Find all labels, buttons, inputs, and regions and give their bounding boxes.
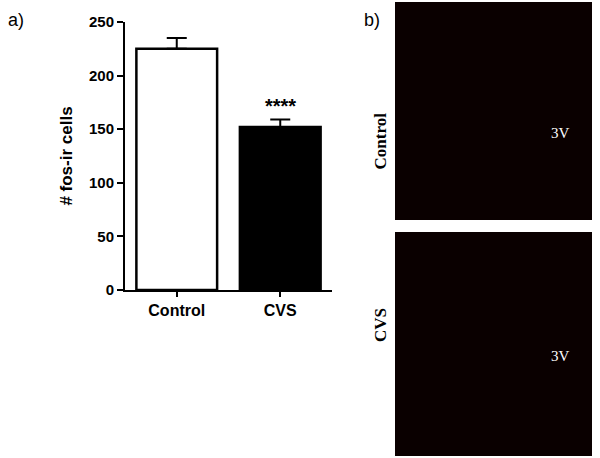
svg-text:b): b) (364, 10, 380, 30)
svg-text:50: 50 (97, 228, 114, 245)
svg-text:0: 0 (106, 281, 114, 298)
svg-text:Control: Control (371, 113, 390, 170)
svg-text:CVS: CVS (264, 302, 297, 319)
svg-text:****: **** (265, 95, 296, 117)
svg-text:200: 200 (89, 67, 114, 84)
svg-text:100: 100 (89, 174, 114, 191)
svg-text:Control: Control (148, 302, 205, 319)
svg-text:250: 250 (89, 13, 114, 30)
svg-text:150: 150 (89, 120, 114, 137)
svg-text:# fos-ir cells: # fos-ir cells (57, 106, 76, 205)
svg-text:a): a) (8, 10, 24, 30)
svg-text:CVS: CVS (371, 308, 390, 342)
svg-text:3V: 3V (551, 125, 570, 141)
svg-text:3V: 3V (551, 348, 570, 364)
